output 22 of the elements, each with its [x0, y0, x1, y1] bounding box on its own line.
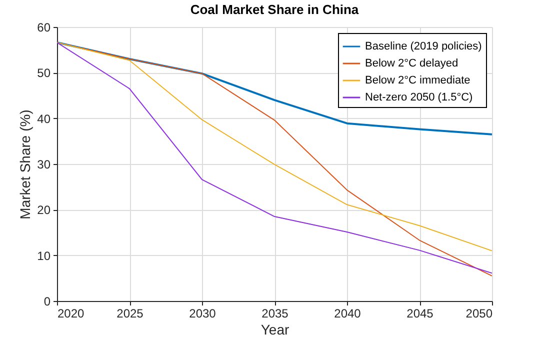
- x-tick-label: 2040: [334, 306, 362, 320]
- x-tick-label: 2045: [406, 306, 434, 320]
- x-tick-label: 2030: [189, 306, 216, 320]
- y-tick-label: 10: [37, 248, 51, 263]
- x-tick-label: 2025: [116, 306, 144, 320]
- legend-label: Below 2°C immediate: [365, 74, 470, 86]
- x-tick-label: 2050: [466, 306, 493, 320]
- y-tick-label: 30: [37, 158, 51, 172]
- y-tick-label: 60: [37, 20, 51, 34]
- y-tick-label: 50: [37, 66, 51, 80]
- y-axis-title: Market Share (%): [17, 110, 34, 220]
- y-tick-label: 40: [37, 112, 51, 126]
- line-series: [57, 42, 492, 136]
- x-tick-label: 2020: [58, 306, 85, 320]
- x-axis-title: Year: [260, 322, 290, 337]
- legend-label: Baseline (2019 policies): [365, 40, 482, 52]
- legend-label: Below 2°C delayed: [365, 58, 458, 70]
- x-tick-label: 2035: [262, 306, 289, 320]
- legend-label: Net-zero 2050 (1.5°C): [365, 92, 473, 104]
- y-tick-label: 20: [37, 203, 51, 218]
- chart-title: Coal Market Share in China: [190, 2, 360, 17]
- y-tick-label: 0: [44, 294, 51, 308]
